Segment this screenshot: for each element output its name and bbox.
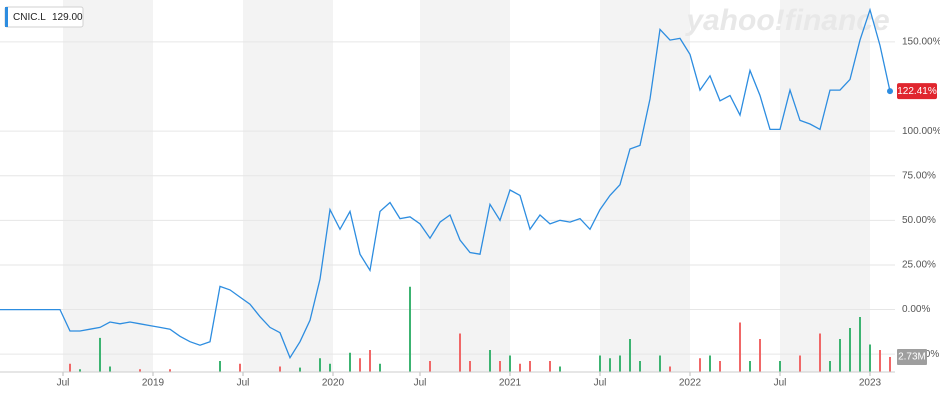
volume-tag-label: 2.73M (898, 352, 926, 363)
volume-bar (629, 339, 631, 372)
volume-bar (819, 333, 821, 372)
volume-bar (509, 355, 511, 372)
x-tick-label: Jul (774, 378, 787, 389)
volume-bar (779, 361, 781, 372)
volume-bar (69, 363, 71, 372)
volume-bar (79, 369, 81, 372)
volume-bar (839, 339, 841, 372)
y-tick-label: 150.00% (902, 37, 940, 48)
volume-tag (897, 348, 927, 365)
watermark: yahoo!finance (684, 4, 889, 37)
plot: 122.41% (0, 7, 937, 360)
volume-bar (559, 366, 561, 372)
volume-bar (859, 317, 861, 372)
volume-bar (889, 356, 891, 372)
x-tick-label: Jul (594, 378, 607, 389)
volume-bar (659, 355, 661, 372)
quote-box-accent (5, 7, 8, 27)
band (600, 0, 690, 372)
volume-bar (349, 352, 351, 372)
price: 129.00 (52, 12, 83, 23)
volume-bar (299, 367, 301, 372)
band (63, 0, 153, 372)
last-price-tag (897, 83, 937, 100)
volume-bar (109, 366, 111, 372)
y-tick-label: 100.00% (902, 126, 940, 137)
volume-bar (369, 350, 371, 372)
volume-bar (469, 361, 471, 372)
band (420, 0, 510, 372)
volume-bar (799, 355, 801, 372)
volume-bar (379, 363, 381, 372)
volume-bar (329, 363, 331, 372)
x-tick-label: 2019 (142, 378, 165, 389)
last-point (887, 88, 893, 95)
volume-bar (719, 361, 721, 372)
band (243, 0, 333, 372)
volume-bar (359, 358, 361, 372)
volume-bar (639, 361, 641, 372)
x-tick-label: 2021 (499, 378, 522, 389)
volume-bar (409, 286, 411, 372)
x-tick-label: Jul (237, 378, 250, 389)
volume-bar (829, 361, 831, 372)
volume-bar (709, 355, 711, 372)
x-tick-label: Jul (414, 378, 427, 389)
quote-box: CNIC.L 129.00 (4, 6, 84, 28)
volume-bar (699, 358, 701, 372)
volume-bar (139, 369, 141, 372)
volume-bar (849, 328, 851, 372)
volume-bar (459, 333, 461, 372)
price-line (0, 7, 891, 360)
year-bands (63, 0, 870, 372)
volume-bars (69, 286, 891, 372)
volume-bar (219, 361, 221, 372)
last-price-label: 122.41% (897, 86, 937, 97)
volume-bar (489, 350, 491, 372)
volume-bar (599, 355, 601, 372)
volume-bar (519, 363, 521, 372)
volume-bar (669, 366, 671, 372)
x-tick-label: 2022 (679, 378, 702, 389)
x-tick-label: 2023 (859, 378, 882, 389)
volume-bar (609, 358, 611, 372)
volume-bar (499, 361, 501, 372)
volume-bar (529, 361, 531, 372)
volume-bar (319, 358, 321, 372)
volume-bar (279, 366, 281, 372)
volume-bar (739, 322, 741, 372)
volume-bar (239, 363, 241, 372)
y-tick-label: 25.00% (902, 260, 936, 271)
volume-bar (549, 361, 551, 372)
volume-bar (429, 361, 431, 372)
symbol: CNIC.L (13, 12, 46, 23)
grid (0, 41, 895, 355)
x-tick-label: Jul (57, 378, 70, 389)
x-tick-label: 2020 (322, 378, 345, 389)
volume-bar (619, 355, 621, 372)
volume-bar (749, 361, 751, 372)
volume-bar (99, 337, 101, 372)
volume-bar (879, 350, 881, 372)
y-tick-label: 0.00% (902, 304, 930, 315)
y-tick-label: 50.00% (902, 215, 936, 226)
volume-bar (869, 344, 871, 372)
volume-bar (759, 339, 761, 372)
volume-bar (169, 369, 171, 372)
y-tick-label: 75.00% (902, 170, 936, 181)
